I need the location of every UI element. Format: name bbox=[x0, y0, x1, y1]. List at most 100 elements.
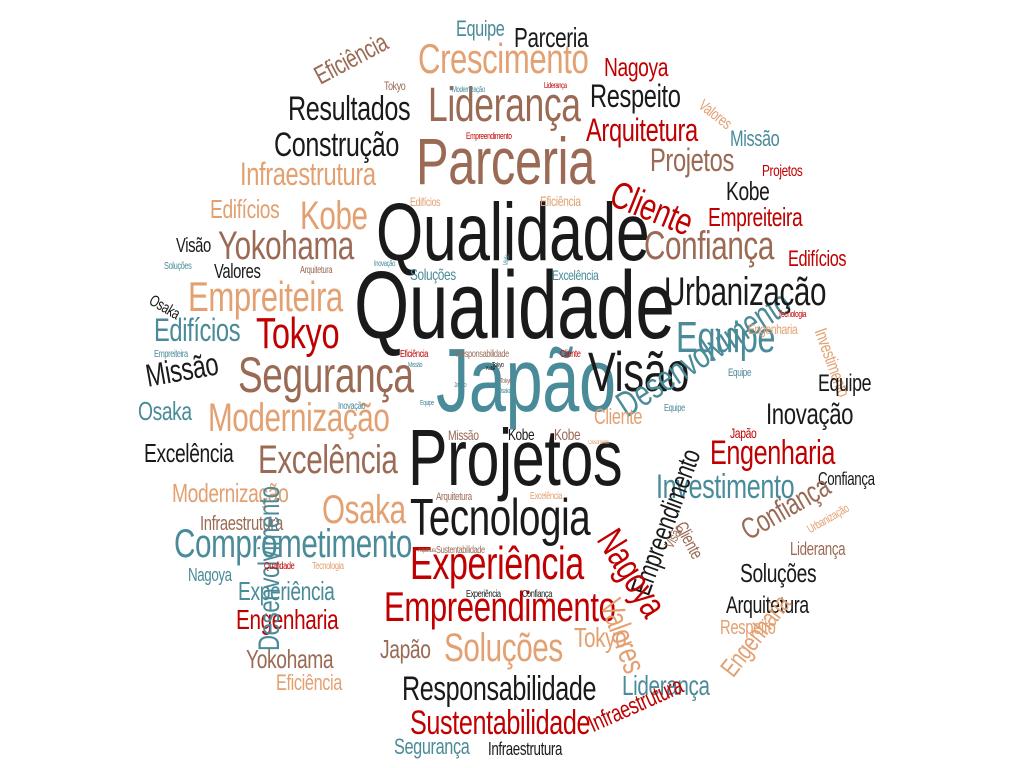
cloud-word: Tokyo bbox=[500, 378, 512, 385]
cloud-word: Empreiteira bbox=[708, 202, 803, 232]
cloud-word: Modernização bbox=[208, 396, 390, 440]
cloud-word: Equipe bbox=[728, 367, 752, 379]
cloud-word: Edifícios bbox=[788, 246, 847, 271]
cloud-word: Valores bbox=[214, 261, 261, 283]
cloud-word: Projetos bbox=[650, 142, 734, 178]
cloud-word: Modernização bbox=[452, 85, 485, 94]
cloud-word: Parceria bbox=[416, 124, 595, 198]
cloud-word: Empreendimento bbox=[384, 583, 616, 630]
cloud-word: Crescimento bbox=[588, 440, 609, 446]
cloud-word: Experiência bbox=[410, 537, 584, 589]
cloud-word: Kobe bbox=[300, 194, 368, 238]
cloud-word: Tecnologia bbox=[778, 309, 807, 319]
cloud-word: Segurança bbox=[238, 347, 414, 403]
cloud-word: Urbanização bbox=[664, 270, 827, 314]
cloud-word: Respeito bbox=[590, 78, 681, 114]
cloud-word: Responsabilidade bbox=[402, 670, 597, 708]
cloud-word: Japão bbox=[454, 382, 467, 389]
cloud-word: Tokyo bbox=[384, 79, 406, 93]
cloud-word: Empreendimento bbox=[466, 131, 512, 141]
cloud-word: Nagoya bbox=[188, 565, 232, 585]
cloud-word: Yokohama bbox=[246, 644, 334, 674]
cloud-word: Missão bbox=[448, 427, 479, 443]
cloud-word: Confiança bbox=[644, 224, 774, 268]
cloud-word: Respeito bbox=[720, 617, 776, 639]
cloud-word: Resultados bbox=[288, 90, 411, 128]
cloud-word: Tecnologia bbox=[410, 489, 591, 547]
cloud-word: Soluções bbox=[444, 626, 563, 670]
cloud-word: Empreiteira bbox=[154, 349, 188, 360]
cloud-word: Inovação bbox=[338, 401, 366, 412]
cloud-word: Qualidade bbox=[264, 561, 295, 572]
cloud-word: Crescimento bbox=[418, 35, 589, 82]
cloud-word: Qualidade bbox=[376, 187, 650, 278]
cloud-word: Edifícios bbox=[410, 195, 441, 209]
cloud-word: Engenharia bbox=[236, 604, 339, 635]
cloud-word: Confiança bbox=[522, 589, 552, 600]
cloud-word: Arquitetura bbox=[586, 112, 698, 148]
cloud-word: Projetos bbox=[408, 413, 623, 502]
cloud-word: Kobe bbox=[508, 427, 535, 444]
cloud-word: Comprometimento bbox=[174, 522, 412, 566]
cloud-word: Osaka bbox=[322, 488, 406, 532]
cloud-word: Experiência bbox=[466, 589, 501, 600]
cloud-word: Arquitetura bbox=[726, 592, 809, 619]
cloud-word: Eficiência bbox=[400, 349, 428, 360]
cloud-word: Confiança bbox=[818, 469, 875, 489]
cloud-word: Edifícios bbox=[154, 312, 241, 348]
cloud-word: Equipe bbox=[676, 313, 776, 362]
cloud-word: Nagoya bbox=[604, 52, 669, 82]
cloud-word: Soluções bbox=[410, 267, 456, 284]
cloud-word: Experiência bbox=[238, 576, 335, 606]
cloud-word: Eficiência bbox=[308, 26, 393, 91]
cloud-word: Parceria bbox=[514, 22, 589, 53]
cloud-word: Infraestrutura bbox=[200, 513, 283, 535]
cloud-word: Japão bbox=[730, 425, 757, 441]
cloud-word: Tecnologia bbox=[312, 561, 344, 572]
cloud-word: Construção bbox=[274, 126, 399, 164]
cloud-word: Equipe bbox=[818, 370, 872, 397]
cloud-word: Arquitetura bbox=[436, 491, 472, 503]
cloud-word: Equipe bbox=[420, 400, 434, 407]
cloud-word: Missão bbox=[408, 362, 423, 369]
cloud-word: Investimento bbox=[656, 468, 795, 506]
cloud-word: Tokyo bbox=[256, 309, 340, 358]
cloud-word: Osaka bbox=[138, 396, 192, 426]
cloud-word: Modernização bbox=[172, 478, 289, 508]
cloud-word: Soluções bbox=[164, 261, 192, 272]
cloud-word: Japão bbox=[380, 634, 431, 664]
cloud-word: Sustentabilidade bbox=[436, 545, 485, 556]
cloud-word: Cliente bbox=[594, 404, 643, 429]
cloud-word: Sustentabilidade bbox=[410, 704, 591, 742]
cloud-word: Tokyo bbox=[574, 622, 627, 653]
cloud-word: Projetos bbox=[762, 163, 803, 180]
cloud-word: Excelência bbox=[530, 491, 563, 502]
cloud-word: Arquitetura bbox=[418, 548, 436, 554]
cloud-word: Liderança bbox=[544, 81, 567, 90]
cloud-word: Japão bbox=[436, 331, 616, 431]
cloud-word: Edifícios bbox=[210, 194, 280, 224]
cloud-word: Osaka bbox=[498, 388, 512, 395]
cloud-word: Empreiteira bbox=[188, 273, 343, 320]
cloud-word: Valores bbox=[695, 96, 735, 133]
cloud-word: Liderança bbox=[622, 670, 710, 701]
cloud-word: Cliente bbox=[560, 349, 581, 360]
cloud-word: Engenharia bbox=[710, 434, 836, 472]
cloud-word: Equipe bbox=[664, 403, 685, 414]
cloud-word: Segurança bbox=[394, 734, 470, 759]
cloud-word: Visão bbox=[588, 340, 690, 403]
cloud-word: Eficiência bbox=[276, 670, 342, 695]
cloud-word: Soluções bbox=[740, 558, 817, 588]
cloud-word: Kobe bbox=[554, 427, 581, 444]
cloud-word: Missão bbox=[730, 126, 780, 151]
cloud-word: Equipe bbox=[456, 16, 505, 41]
cloud-word: Kobe bbox=[726, 176, 770, 206]
cloud-word: Visão bbox=[176, 235, 211, 257]
cloud-word: Excelência bbox=[144, 438, 234, 468]
cloud-word: Infraestrutura bbox=[240, 156, 376, 192]
cloud-word: Yokohama bbox=[218, 224, 354, 268]
cloud-word: Engenharia bbox=[748, 321, 798, 337]
cloud-word: Excelência bbox=[552, 267, 599, 283]
cloud-word: Inovação bbox=[374, 259, 396, 268]
